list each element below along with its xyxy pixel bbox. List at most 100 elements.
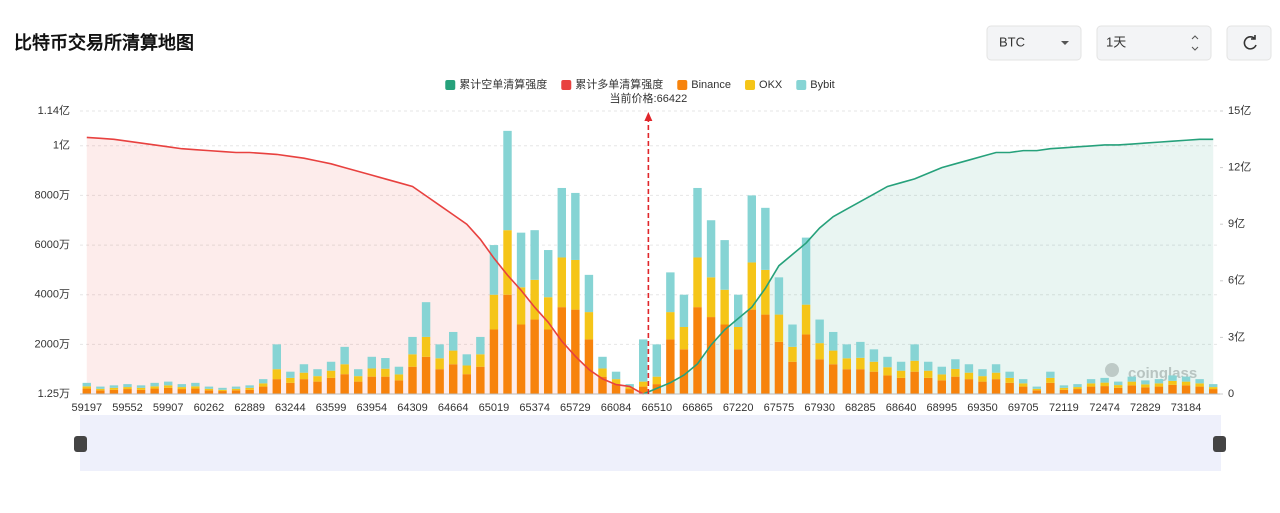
bar-segment [964,379,974,394]
bar-segment [421,356,431,394]
bar-segment [625,387,634,390]
bar-segment [584,312,594,340]
bar-segment [584,274,594,313]
bar-segment [1005,371,1014,378]
x-tick-label: 59907 [153,402,184,414]
symbol-select[interactable] [986,25,1082,61]
bar-segment [204,388,214,391]
bar-segment [761,269,770,315]
bar-segment [1005,382,1014,394]
bar-segment [259,383,268,387]
x-tick-label: 72119 [1049,402,1079,414]
bar-segment [991,364,1001,373]
bar-segment [150,382,159,387]
bar-segment [82,388,91,394]
bar-segment [1195,383,1204,387]
bar-segment [177,384,186,388]
watermark-icon [1105,363,1119,377]
bar-segment [1032,388,1041,391]
bar-segment [1141,380,1150,385]
bar-segment [1114,385,1123,388]
bar-segment [611,384,621,394]
bar-segment [544,250,553,298]
bar-segment [924,377,933,394]
bar-segment [625,384,634,388]
bar-segment [679,349,689,394]
bar-segment [245,385,254,388]
bar-segment [761,207,770,270]
bar-segment [530,230,539,280]
x-tick-label: 59552 [112,402,143,414]
area [643,139,1214,394]
bar-segment [1019,383,1028,387]
slider-handle-left[interactable] [74,436,87,452]
bar-segment [910,344,919,361]
bar-segment [340,364,349,375]
bar-segment [1046,371,1055,378]
bar-segment [354,376,363,382]
bar-segment [1181,385,1191,394]
bar-segment [639,386,648,394]
bar-segment [516,287,526,325]
bar-segment [761,314,770,394]
bar-segment [530,319,539,394]
x-tick-label: 69350 [967,402,998,414]
x-tick-label: 66865 [682,402,713,414]
bar-segment [1181,376,1191,382]
bar-segment [639,339,648,382]
bar-segment [842,358,851,370]
refresh-button[interactable] [1226,25,1272,61]
x-tick-label: 65374 [519,402,550,414]
bar-segment [82,386,91,389]
bar-segment [299,364,309,373]
bar-segment [286,371,295,378]
zoom-slider[interactable] [80,415,1221,471]
bar-segment [245,389,254,394]
y-tick-label: 2000万 [35,338,70,350]
bar-segment [951,376,960,394]
bar-segment [367,356,376,369]
bar-segment [123,389,132,394]
bar-segment [991,379,1001,394]
bar-segment [747,195,756,263]
bar-segment [164,387,173,394]
bar-segment [462,374,471,394]
bar-segment [788,324,797,347]
bar-segment [177,387,186,390]
bar-segment [706,277,716,318]
bar-segment [367,376,376,394]
bar-segment [584,339,594,394]
bar-segment [883,375,892,394]
period-select[interactable] [1096,25,1212,61]
bar-segment [421,302,431,337]
x-tick-label: 73184 [1171,402,1202,414]
bar-segment [1154,386,1164,394]
y-tick-label: 8000万 [35,189,70,201]
bar-segment [720,289,729,325]
bar-segment [571,192,580,260]
bar-segment [951,368,960,377]
bar-segment [1127,376,1136,382]
bar-segment [449,331,458,351]
bar-segment [734,326,743,350]
bar-segment [1032,386,1041,389]
x-tick-label: 65019 [479,402,510,414]
bar-segment [1141,387,1150,394]
slider-handle-right[interactable] [1213,436,1226,452]
bar-segment [326,361,336,371]
bar-segment [123,384,132,388]
bar-segment [408,354,417,367]
bar-segment [82,382,91,387]
bar-segment [978,376,987,382]
bar-segment [1073,384,1082,388]
bar-segment [136,385,146,388]
bar-segment [381,376,390,394]
bar-segment [679,326,689,350]
bar-segment [1127,381,1136,386]
spin-icon [1191,35,1199,51]
x-tick-label: 63244 [275,402,306,414]
bar-segment [774,314,784,342]
bar-segment [1059,389,1069,394]
legend-label: 累计多单清算强度 [575,77,663,91]
period-value: 1天 [1106,34,1126,49]
